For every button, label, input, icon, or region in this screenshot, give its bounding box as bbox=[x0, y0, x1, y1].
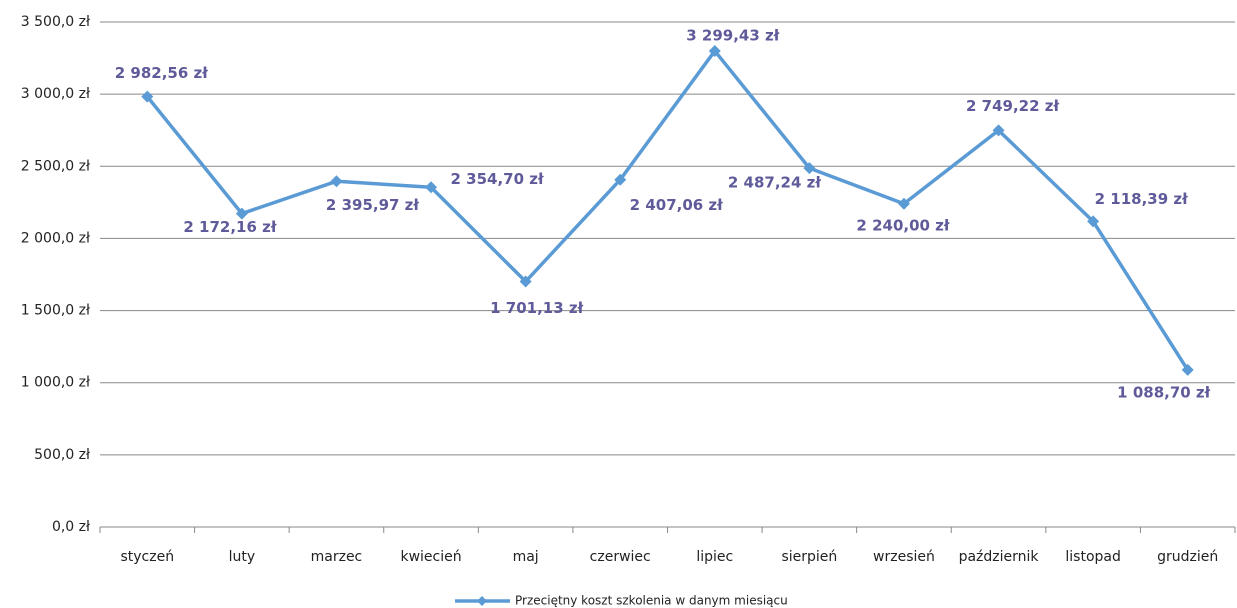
point bbox=[1181, 363, 1194, 376]
value-label: 2 118,39 zł bbox=[1095, 190, 1188, 208]
x-tick-label: marzec bbox=[311, 549, 363, 565]
point bbox=[235, 207, 248, 220]
point bbox=[803, 162, 816, 175]
value-label: 2 407,06 zł bbox=[630, 196, 723, 214]
value-label: 2 749,22 zł bbox=[966, 97, 1059, 115]
point bbox=[425, 181, 438, 194]
series-line bbox=[145, 49, 1190, 371]
legend-label: Przeciętny koszt szkolenia w danym miesi… bbox=[515, 594, 788, 608]
value-label: 2 172,16 zł bbox=[183, 218, 276, 236]
y-tick-label: 1 500,0 zł bbox=[21, 303, 90, 319]
point bbox=[708, 44, 721, 57]
x-tick-label: lipiec bbox=[696, 549, 733, 565]
point bbox=[897, 197, 910, 210]
value-label: 2 487,24 zł bbox=[728, 174, 821, 192]
value-label: 2 982,56 zł bbox=[115, 64, 208, 82]
y-tick-label: 3 500,0 zł bbox=[21, 14, 90, 30]
x-tick-label: wrzesień bbox=[873, 549, 935, 565]
point bbox=[992, 124, 1005, 137]
value-label: 2 240,00 zł bbox=[856, 216, 949, 234]
value-label: 1 088,70 zł bbox=[1117, 383, 1210, 401]
y-tick-label: 2 000,0 zł bbox=[21, 230, 90, 246]
point bbox=[1087, 215, 1100, 228]
value-label: 3 299,43 zł bbox=[686, 26, 779, 44]
x-tick-label: październik bbox=[959, 549, 1040, 565]
y-tick-label: 500,0 zł bbox=[34, 447, 90, 463]
y-tick-label: 1 000,0 zł bbox=[21, 375, 90, 391]
value-label: 1 701,13 zł bbox=[490, 299, 583, 317]
y-tick-label: 3 000,0 zł bbox=[21, 86, 90, 102]
value-label: 2 395,97 zł bbox=[326, 196, 419, 214]
x-tick-label: styczeń bbox=[120, 549, 174, 565]
x-tick-label: kwiecień bbox=[400, 549, 461, 565]
value-label: 2 354,70 zł bbox=[451, 170, 544, 188]
point bbox=[141, 90, 154, 103]
x-tick-label: maj bbox=[513, 549, 539, 565]
point bbox=[519, 275, 532, 288]
legend-marker bbox=[477, 596, 487, 606]
y-tick-label: 0,0 zł bbox=[52, 519, 90, 535]
x-tick-label: listopad bbox=[1065, 549, 1120, 565]
x-tick-label: sierpień bbox=[781, 549, 837, 565]
x-tick-label: grudzień bbox=[1157, 549, 1218, 565]
point bbox=[614, 173, 627, 186]
y-tick-label: 2 500,0 zł bbox=[21, 158, 90, 174]
x-tick-label: luty bbox=[229, 549, 256, 565]
x-tick-label: czerwiec bbox=[590, 549, 651, 565]
point bbox=[330, 175, 343, 188]
